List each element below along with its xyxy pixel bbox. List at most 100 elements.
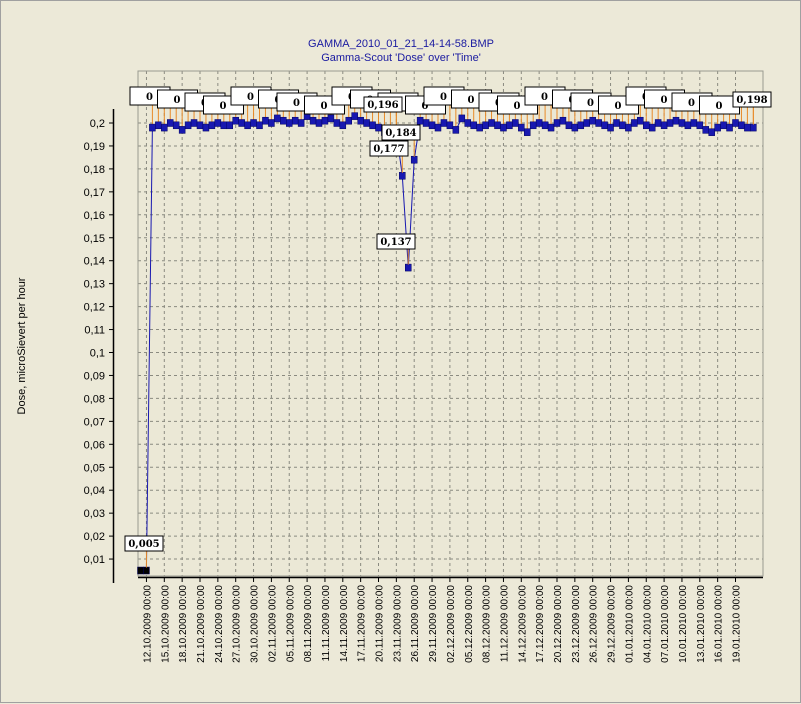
data-point (565, 121, 573, 130)
data-point (220, 121, 228, 130)
x-tick-label: 20.11.2009 00:00 (375, 585, 386, 663)
y-tick-label: 0,1 (90, 348, 105, 360)
data-point (464, 119, 471, 127)
x-tick-label: 11.12.2009 00:00 (499, 585, 510, 663)
annotation-label: 0,137 (380, 237, 411, 248)
plot-background (138, 71, 763, 576)
x-tick-label: 29.11.2009 00:00 (428, 585, 439, 663)
x-tick-label: 19.01.2010 00:00 (732, 585, 743, 663)
annotation-label: 0,184 (385, 128, 416, 139)
data-point (357, 116, 364, 125)
x-tick-label: 18.10.2009 00:00 (178, 585, 189, 663)
data-point (184, 121, 192, 130)
chart-title: GAMMA_2010_01_21_14-14-58.BMP (308, 38, 494, 50)
x-tick-label: 02.11.2009 00:00 (267, 585, 278, 663)
x-tick-label: 05.11.2009 00:00 (285, 585, 296, 663)
plot-border (137, 70, 764, 577)
data-point (274, 114, 281, 123)
data-point (553, 119, 561, 127)
data-point (482, 121, 489, 130)
x-tick-label: 23.12.2009 00:00 (571, 585, 582, 663)
data-point (196, 121, 204, 130)
y-tick-label: 0,05 (84, 462, 105, 474)
y-tick-label: 0,06 (84, 439, 105, 451)
data-point (172, 121, 180, 130)
data-point (672, 116, 680, 125)
x-tick-label: 17.11.2009 00:00 (357, 585, 368, 663)
annotation-box (376, 233, 416, 250)
data-point (750, 123, 757, 132)
data-point (446, 121, 454, 130)
data-point (714, 123, 721, 132)
x-tick-label: 30.10.2009 00:00 (250, 585, 261, 663)
data-point (232, 116, 239, 125)
y-tick-label: 0,11 (84, 325, 105, 337)
data-point (226, 121, 233, 130)
data-point (678, 119, 686, 127)
data-point (708, 128, 715, 136)
point-label: 0 (468, 95, 475, 106)
data-point (167, 119, 174, 127)
data-point (345, 116, 352, 125)
data-point (488, 119, 495, 127)
data-point (595, 119, 602, 127)
y-axis-label: Dose, microSievert per hour (16, 277, 28, 414)
y-tick-label: 0,15 (84, 233, 105, 245)
data-point (315, 119, 323, 127)
y-tick-label: 0,16 (84, 210, 105, 222)
point-label: 0 (716, 101, 723, 112)
data-point (690, 119, 698, 127)
data-point (601, 121, 608, 130)
data-point (286, 119, 293, 127)
x-tick-label: 02.12.2009 00:00 (446, 585, 457, 663)
data-point (375, 123, 382, 132)
x-tick-label: 15.10.2009 00:00 (160, 585, 171, 663)
data-point (631, 119, 638, 127)
point-label: 0 (688, 98, 695, 109)
data-point (625, 123, 632, 132)
point-label: 0 (661, 95, 668, 106)
data-point (410, 155, 418, 164)
data-point (589, 116, 596, 125)
data-point (726, 123, 733, 132)
data-point (529, 121, 537, 130)
data-point (500, 123, 507, 132)
data-point (339, 121, 347, 130)
point-label: 0 (293, 98, 300, 109)
x-tick-label: 07.01.2010 00:00 (660, 585, 671, 663)
data-point (202, 123, 210, 132)
y-tick-label: 0,03 (84, 508, 105, 520)
data-point (613, 119, 620, 127)
x-tick-label: 10.01.2010 00:00 (678, 585, 689, 663)
data-point (702, 126, 709, 134)
x-tick-label: 08.12.2009 00:00 (482, 585, 493, 663)
data-point (619, 121, 626, 130)
x-tick-label: 27.10.2009 00:00 (232, 585, 243, 663)
data-point (256, 121, 263, 130)
y-tick-label: 0,17 (84, 187, 105, 199)
point-label: 0 (321, 101, 328, 112)
data-point (643, 121, 650, 130)
data-point (244, 121, 251, 130)
data-point (321, 116, 329, 125)
data-point (399, 172, 406, 180)
data-point (238, 119, 245, 127)
data-point (422, 119, 430, 127)
data-point (333, 119, 341, 127)
data-point (452, 126, 460, 134)
y-tick-label: 0,01 (84, 554, 105, 566)
data-point (434, 123, 442, 132)
data-point (369, 121, 376, 130)
data-point (149, 123, 156, 132)
x-tick-label: 04.01.2010 00:00 (642, 585, 653, 663)
x-tick-label: 26.12.2009 00:00 (589, 585, 600, 663)
point-label: 0 (174, 95, 181, 106)
y-tick-label: 0,09 (84, 370, 105, 382)
annotation-label: 0,196 (367, 100, 398, 111)
data-point (161, 123, 168, 132)
point-label: 0 (587, 98, 594, 109)
data-point (541, 121, 549, 130)
x-tick-label: 29.12.2009 00:00 (607, 585, 618, 663)
